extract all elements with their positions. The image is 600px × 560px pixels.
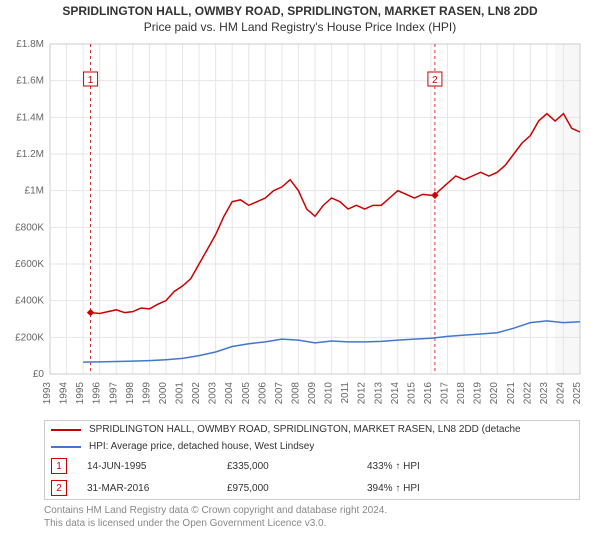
sale-row-date: 31-MAR-2016 — [87, 483, 227, 494]
x-tick-label: 2021 — [506, 382, 517, 405]
x-tick-label: 2019 — [473, 382, 484, 405]
title-address: SPRIDLINGTON HALL, OWMBY ROAD, SPRIDLING… — [0, 4, 600, 18]
x-tick-label: 2003 — [208, 382, 219, 405]
x-tick-label: 2006 — [257, 382, 268, 405]
x-tick-label: 2007 — [274, 382, 285, 405]
x-tick-label: 1998 — [125, 382, 136, 405]
sale-marker-number: 1 — [88, 75, 94, 86]
x-tick-label: 2008 — [290, 382, 301, 405]
sale-row-marker: 2 — [51, 480, 67, 496]
x-tick-label: 2025 — [572, 382, 583, 405]
x-tick-label: 2022 — [522, 382, 533, 405]
x-tick-label: 2016 — [423, 382, 434, 405]
x-tick-label: 1997 — [108, 382, 119, 405]
title-subtitle: Price paid vs. HM Land Registry's House … — [0, 20, 600, 34]
x-tick-label: 2002 — [191, 382, 202, 405]
sale-marker-number: 2 — [432, 75, 438, 86]
attribution: Contains HM Land Registry data © Crown c… — [44, 504, 580, 530]
y-tick-label: £1.4M — [16, 112, 44, 123]
x-tick-label: 2015 — [406, 382, 417, 405]
legend-label: SPRIDLINGTON HALL, OWMBY ROAD, SPRIDLING… — [89, 424, 521, 435]
y-tick-label: £1M — [25, 186, 44, 197]
sale-row-price: £335,000 — [227, 461, 367, 472]
y-tick-label: £1.2M — [16, 149, 44, 160]
x-tick-label: 2024 — [555, 382, 566, 405]
y-tick-label: £600K — [15, 259, 44, 270]
x-tick-label: 2013 — [373, 382, 384, 405]
x-tick-label: 2005 — [241, 382, 252, 405]
y-tick-label: £1.6M — [16, 76, 44, 87]
attribution-line1: Contains HM Land Registry data © Crown c… — [44, 504, 580, 517]
legend-label: HPI: Average price, detached house, West… — [89, 441, 314, 452]
x-tick-label: 2017 — [440, 382, 451, 405]
sale-row-pct: 433% ↑ HPI — [367, 461, 420, 472]
y-tick-label: £200K — [15, 332, 44, 343]
x-tick-label: 2018 — [456, 382, 467, 405]
price-chart: £0 £200K £400K £600K £800K £1M £1.2M £1.4M £1.6M… — [0, 34, 600, 414]
x-tick-label: 2004 — [224, 382, 235, 405]
x-tick-label: 1995 — [75, 382, 86, 405]
legend-row: HPI: Average price, detached house, West… — [45, 438, 579, 455]
sale-row-date: 14-JUN-1995 — [87, 461, 227, 472]
legend-swatch — [51, 446, 81, 448]
sale-row-marker: 1 — [51, 458, 67, 474]
x-tick-label: 1996 — [92, 382, 103, 405]
x-tick-label: 2009 — [307, 382, 318, 405]
legend-swatch — [51, 429, 81, 431]
y-tick-label: £800K — [15, 222, 44, 233]
y-tick-label: £1.8M — [16, 39, 44, 50]
x-tick-label: 2001 — [175, 382, 186, 405]
x-tick-label: 1994 — [59, 382, 70, 405]
sale-row: 1 14-JUN-1995£335,000433% ↑ HPI — [45, 455, 579, 477]
x-tick-label: 2012 — [357, 382, 368, 405]
x-tick-label: 2011 — [340, 382, 351, 404]
sale-row-price: £975,000 — [227, 483, 367, 494]
x-tick-label: 1993 — [42, 382, 53, 405]
x-tick-label: 2020 — [489, 382, 500, 405]
legend-row: SPRIDLINGTON HALL, OWMBY ROAD, SPRIDLING… — [45, 421, 579, 438]
x-tick-label: 2010 — [324, 382, 335, 405]
attribution-line2: This data is licensed under the Open Gov… — [44, 517, 580, 530]
sale-row-pct: 394% ↑ HPI — [367, 483, 420, 494]
sale-marker-diamond — [88, 310, 94, 316]
x-tick-label: 1999 — [141, 382, 152, 405]
y-tick-label: £0 — [33, 369, 45, 380]
sale-row: 2 31-MAR-2016£975,000394% ↑ HPI — [45, 477, 579, 499]
x-tick-label: 2000 — [158, 382, 169, 405]
chart-container: £0 £200K £400K £600K £800K £1M £1.2M £1.4M £1.6M… — [0, 34, 600, 414]
series-property — [91, 114, 580, 314]
x-tick-label: 2023 — [539, 382, 550, 405]
legend-and-sales-box: SPRIDLINGTON HALL, OWMBY ROAD, SPRIDLING… — [44, 420, 580, 500]
y-tick-label: £400K — [15, 296, 44, 307]
x-tick-label: 2014 — [390, 382, 401, 405]
chart-title-block: SPRIDLINGTON HALL, OWMBY ROAD, SPRIDLING… — [0, 0, 600, 34]
